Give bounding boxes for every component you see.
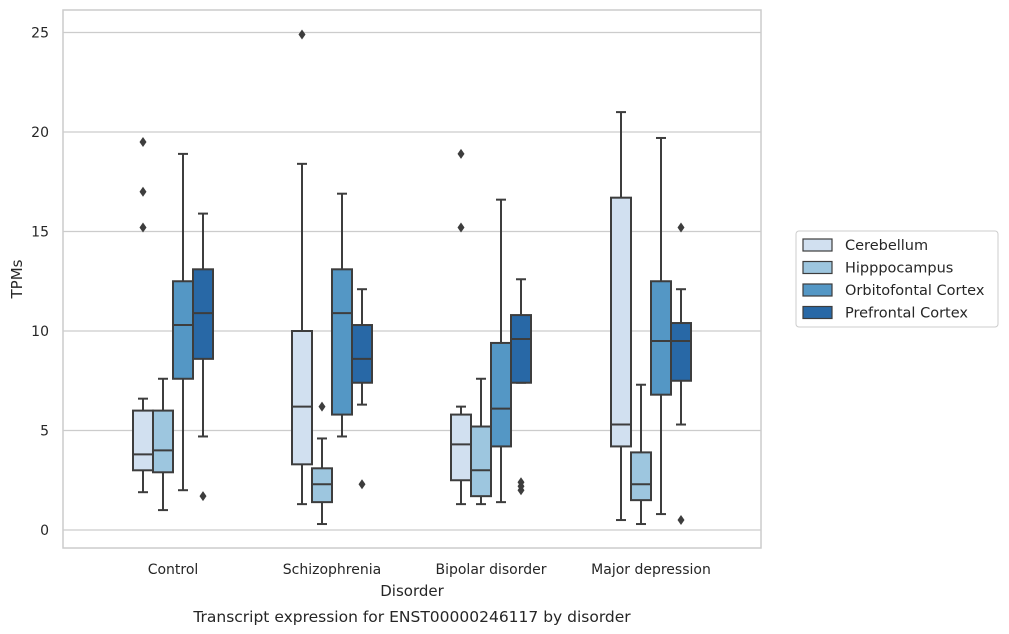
x-tick-labels: Control Schizophrenia Bipolar disorder Majo…: [148, 562, 711, 578]
y-tick-label: 20: [31, 125, 49, 141]
y-axis-label: TPMs: [8, 259, 26, 299]
y-tick-label: 15: [31, 225, 49, 241]
outlier-point: [139, 136, 147, 147]
box-orbitofontal-cortex: [172, 152, 194, 492]
outlier-point: [139, 222, 147, 233]
legend-swatch: [802, 283, 833, 297]
box-iqr: [630, 451, 652, 502]
y-tick-label: 0: [40, 523, 49, 539]
plot-frame: [62, 9, 762, 549]
box-iqr: [670, 322, 692, 382]
legend-label: Hipppocampus: [845, 261, 953, 277]
box-hipppocampus: [470, 377, 492, 506]
box-cerebellum: [610, 111, 632, 522]
box-iqr: [172, 280, 194, 380]
x-axis-label: Disorder: [380, 582, 444, 600]
y-tick-label: 10: [31, 324, 49, 340]
legend-frame: [795, 230, 999, 328]
box-orbitofontal-cortex: [650, 136, 672, 516]
box-hipppocampus: [311, 401, 333, 526]
box-iqr: [132, 409, 154, 472]
legend-swatch: [802, 260, 833, 275]
box-orbitofontal-cortex: [331, 192, 353, 438]
outlier-point: [199, 491, 207, 502]
outlier-point: [318, 401, 326, 412]
box-iqr: [610, 196, 632, 448]
outlier-point: [139, 186, 147, 197]
box-prefrontal-cortex: [670, 222, 692, 526]
legend-swatch: [802, 305, 833, 320]
outlier-point: [677, 222, 685, 233]
x-tick-label: Schizophrenia: [283, 562, 381, 578]
outlier-point: [358, 479, 366, 490]
outlier-point: [457, 222, 465, 233]
box-iqr: [152, 409, 174, 474]
outlier-point: [677, 515, 685, 526]
box-iqr: [351, 324, 373, 384]
legend: Cerebellum Hipppocampus Orbitofontal Corte…: [795, 230, 999, 328]
y-tick-labels: 0 5 10 15 20 25: [31, 26, 49, 540]
x-tick-label: Bipolar disorder: [435, 562, 546, 578]
box-cerebellum: [291, 29, 313, 506]
box-hipppocampus: [630, 383, 652, 526]
box-prefrontal-cortex: [351, 288, 373, 490]
outlier-point: [457, 148, 465, 159]
box-prefrontal-cortex: [510, 278, 532, 496]
outlier-point: [517, 477, 525, 488]
outlier-point: [298, 29, 306, 40]
box-hipppocampus: [152, 377, 174, 512]
x-tick-label: Control: [148, 562, 199, 578]
legend-swatch: [802, 238, 833, 252]
y-tick-label: 5: [40, 424, 49, 440]
box-iqr: [450, 413, 472, 482]
boxes: [132, 29, 692, 526]
box-iqr: [470, 425, 492, 498]
box-orbitofontal-cortex: [490, 198, 512, 504]
y-tick-label: 25: [31, 26, 49, 42]
box-iqr: [291, 330, 313, 466]
box-iqr: [331, 268, 353, 416]
legend-label: Cerebellum: [845, 238, 928, 254]
x-tick-label: Major depression: [591, 562, 711, 578]
chart-caption: Transcript expression for ENST0000024611…: [192, 608, 631, 626]
box-cerebellum: [450, 148, 472, 506]
box-cerebellum: [132, 136, 154, 494]
box-iqr: [650, 280, 672, 396]
box-prefrontal-cortex: [192, 212, 214, 502]
box-iqr: [490, 341, 512, 448]
legend-label: Orbitofontal Cortex: [845, 283, 985, 299]
box-iqr: [510, 314, 532, 384]
legend-label: Prefrontal Cortex: [845, 306, 968, 322]
